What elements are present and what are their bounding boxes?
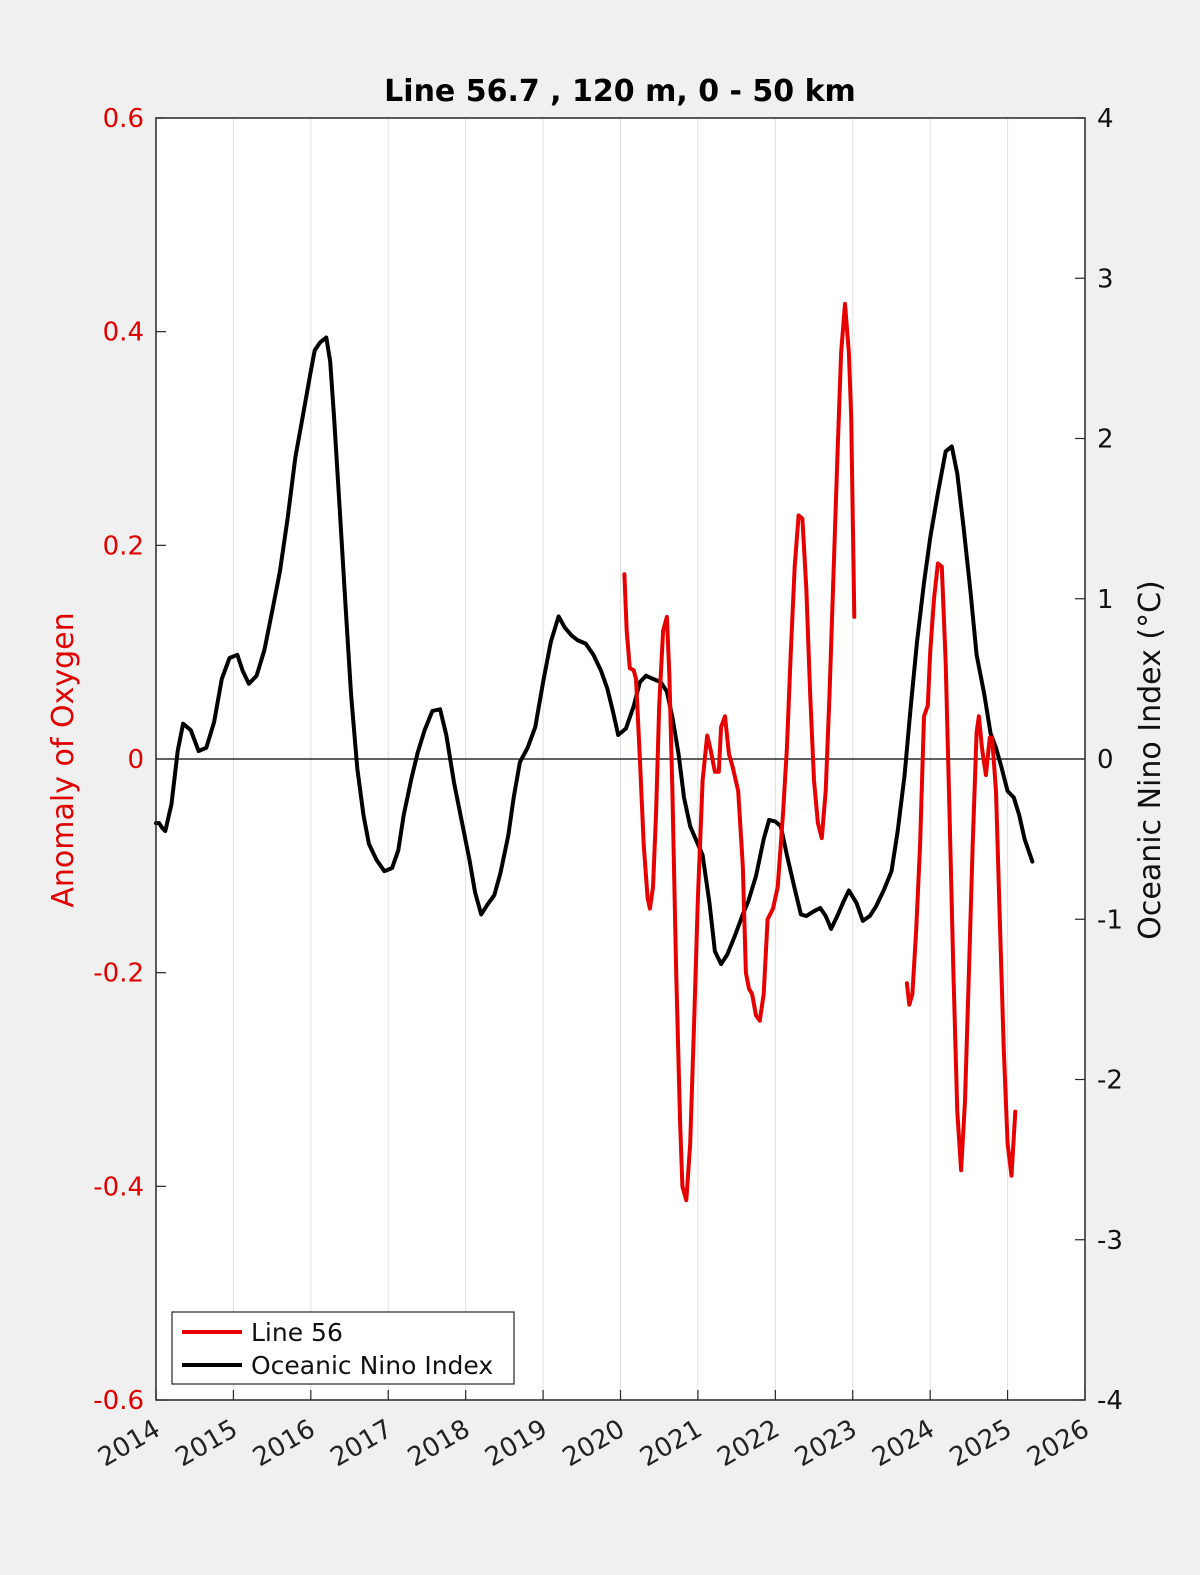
chart-title: Line 56.7 , 120 m, 0 - 50 km — [384, 74, 856, 109]
legend-box — [171, 1311, 515, 1385]
y-left-tick-label: 0 — [127, 745, 144, 775]
y-right-tick-label: 2 — [1097, 425, 1114, 455]
y-left-tick-label: -0.2 — [93, 959, 144, 989]
y-right-tick-label: -4 — [1097, 1386, 1123, 1416]
legend-label-oni: Oceanic Nino Index — [251, 1351, 493, 1380]
y-left-tick-label: 0.4 — [103, 318, 144, 348]
series-line-line-56-segment-1 — [904, 561, 1018, 1178]
y-axis-label-right: Oceanic Nino Index (°C) — [1133, 580, 1168, 940]
y-right-tick-label: -3 — [1097, 1226, 1123, 1256]
y-right-tick-label: 3 — [1097, 264, 1114, 294]
series-layer — [154, 301, 1035, 1203]
series-line-line-56-segment-0 — [622, 301, 857, 1203]
y-axis-label-left: Anomaly of Oxygen — [46, 612, 81, 907]
legend-label-line56: Line 56 — [251, 1318, 343, 1347]
y-right-tick-label: 4 — [1097, 104, 1114, 134]
y-left-tick-label: 0.6 — [103, 104, 144, 134]
legend: Line 56 Oceanic Nino Index — [171, 1311, 515, 1385]
y-right-tick-label: 0 — [1097, 745, 1114, 775]
y-right-tick-label: -2 — [1097, 1066, 1123, 1096]
y-right-tick-label: 1 — [1097, 585, 1114, 615]
series-line-oceanic-nino-index-segment-0 — [154, 335, 1035, 967]
y-left-tick-label: 0.2 — [103, 531, 144, 561]
y-left-tick-label: -0.6 — [93, 1386, 144, 1416]
y-left-tick-label: -0.4 — [93, 1172, 144, 1202]
y-right-tick-label: -1 — [1097, 905, 1123, 935]
